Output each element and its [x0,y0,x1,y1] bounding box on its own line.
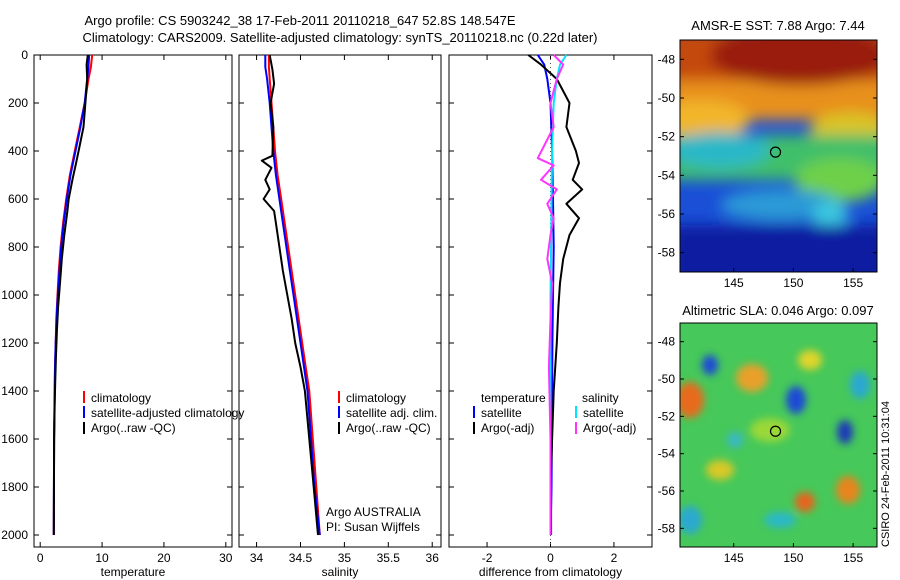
sst-field [680,40,877,272]
temperature-legend: climatology satellite-adjusted climatolo… [83,391,244,435]
temperature-series-2 [52,54,89,536]
legend-label-satellite: satellite-adjusted climatology [91,406,244,420]
x-tick-label: 34.5 [289,551,313,565]
x-tick-label: 145 [724,551,744,565]
y-tick-label: -48 [658,52,676,66]
y-tick-label: 1800 [1,480,28,494]
x-tick-label: 0 [37,551,44,565]
legend-label-argo: Argo(..raw -QC) [346,421,431,435]
y-tick-label: -54 [658,447,676,461]
x-tick-label: 145 [724,276,744,290]
x-tick-label: 155 [843,551,863,565]
x-tick-label: 35 [338,551,352,565]
sst-map-frame [679,39,878,273]
legend-label-climatology: climatology [91,391,151,405]
y-tick-label: 2000 [1,528,28,542]
difference-xlabel: difference from climatology [479,565,622,579]
y-tick-label: -48 [658,335,676,349]
y-tick-label: 800 [8,240,28,254]
x-tick-label: 34 [250,551,264,565]
sla-field [680,323,877,547]
header-line-1: Argo profile: CS 5903242_38 17-Feb-2011 … [84,13,515,28]
header-line-2: Climatology: CARS2009. Satellite-adjuste… [83,30,598,45]
y-tick-label: 200 [8,96,28,110]
y-tick-label: -50 [658,372,676,386]
y-tick-label: 1000 [1,288,28,302]
y-tick-label: -54 [658,168,676,182]
note-line-1: Argo AUSTRALIA [326,505,421,519]
x-tick-label: 10 [95,551,109,565]
legend-label-temp-satellite: satellite [481,406,522,420]
legend-label-argo: Argo(..raw -QC) [91,421,176,435]
x-tick-label: 2 [611,551,618,565]
x-tick-label: 150 [783,551,803,565]
x-tick-label: 35.5 [377,551,401,565]
legend-header-temperature: temperature [481,391,546,405]
salinity-xlabel: salinity [322,565,359,579]
side-label: CSIRO 24-Feb-2011 10:31:04 [880,401,892,547]
y-tick-label: 1200 [1,336,28,350]
legend-label-climatology: climatology [346,391,406,405]
sst-map-title: AMSR-E SST: 7.88 Argo: 7.44 [691,18,864,33]
legend-label-sal-argo: Argo(-adj) [583,421,636,435]
salinity-panel: 34 34.5 35 35.5 36 salinity [238,54,442,579]
y-tick-label: -52 [658,409,676,423]
y-tick-label: -52 [658,130,676,144]
temperature-axes-frame [33,54,233,548]
argo-location-marker [769,425,782,437]
note-line-2: PI: Susan Wijffels [326,520,420,534]
y-tick-label: -58 [658,521,676,535]
sst-map-axes: 145 150 155 -48 -50 -52 -54 -56 -58 [658,39,878,290]
y-tick-label: -56 [658,207,676,221]
y-tick-label: 600 [8,192,28,206]
difference-series-1 [527,54,584,535]
sla-map-title: Altimetric SLA: 0.046 Argo: 0.097 [682,303,874,318]
temperature-xlabel: temperature [101,565,166,579]
x-tick-label: 30 [219,551,233,565]
legend-label-temp-argo: Argo(-adj) [481,421,534,435]
salinity-legend: climatology satellite adj. clim. Argo(..… [326,391,437,534]
x-tick-label: 150 [783,276,803,290]
y-tick-label: -58 [658,246,676,260]
legend-label-satellite: satellite adj. clim. [346,406,437,420]
legend-header-salinity: salinity [582,391,619,405]
x-tick-label: 0 [547,551,554,565]
legend-label-sal-satellite: satellite [583,406,624,420]
x-tick-label: 155 [843,276,863,290]
salinity-series-2 [260,54,319,536]
argo-location-marker [769,146,782,158]
x-tick-label: 20 [157,551,171,565]
difference-series-3 [536,54,565,535]
y-tick-label: 1400 [1,384,28,398]
difference-legend: temperature salinity satellite Argo(-adj… [473,391,636,435]
y-tick-label: 400 [8,144,28,158]
x-tick-label: 36 [426,551,440,565]
x-tick-label: -2 [482,551,493,565]
y-tick-label: -50 [658,91,676,105]
sla-map-axes: 145 150 155 -48 -50 -52 -54 -56 -58 [658,322,878,565]
y-tick-label: -56 [658,484,676,498]
y-tick-label: 0 [21,48,28,62]
sla-map-frame [679,322,878,548]
temperature-panel: 0 10 20 30 0 200 400 600 800 1000 1200 1400 1600 1800… [1,48,233,579]
y-tick-label: 1600 [1,432,28,446]
salinity-axes-frame [238,54,442,548]
